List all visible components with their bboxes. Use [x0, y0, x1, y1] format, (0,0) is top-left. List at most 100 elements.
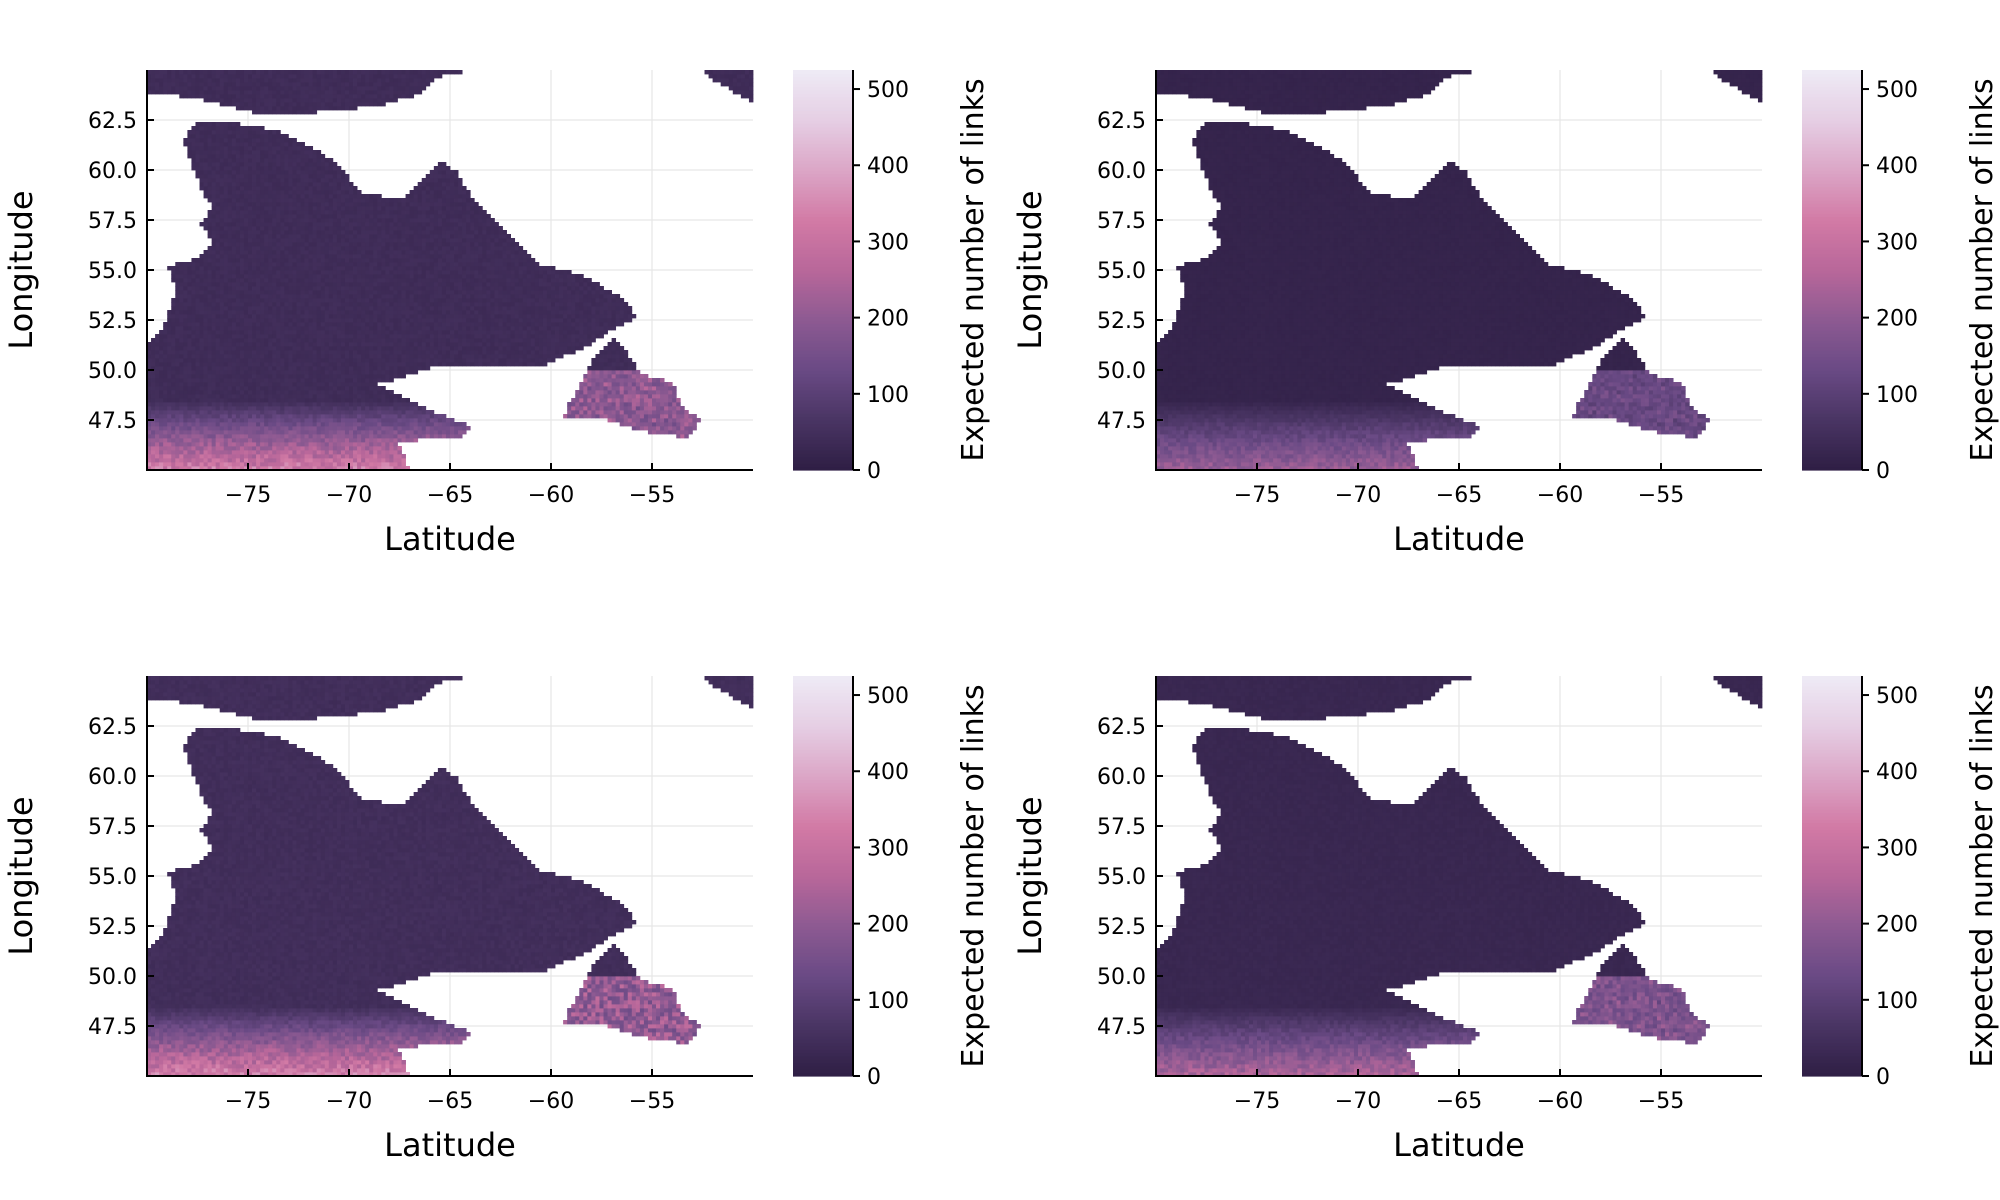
- heatmap-cell: [216, 346, 220, 350]
- heatmap-cell: [191, 346, 195, 350]
- heatmap-cell: [260, 290, 264, 294]
- heatmap-cell: [171, 398, 175, 402]
- heatmap-cell: [313, 202, 317, 206]
- heatmap-cell: [236, 266, 240, 270]
- heatmap-cell: [200, 186, 204, 190]
- heatmap-cell: [204, 458, 208, 462]
- heatmap-cell: [264, 342, 268, 346]
- heatmap-cell: [252, 370, 256, 374]
- heatmap-cell: [155, 358, 159, 362]
- heatmap-cell: [171, 390, 175, 394]
- heatmap-cell: [313, 206, 317, 210]
- heatmap-cell: [301, 398, 305, 402]
- heatmap-cell: [296, 86, 300, 90]
- heatmap-cell: [236, 122, 240, 126]
- heatmap-cell: [179, 418, 183, 422]
- heatmap-cell: [232, 78, 236, 82]
- heatmap-cell: [171, 82, 175, 86]
- heatmap-cell: [236, 190, 240, 194]
- heatmap-cell: [200, 362, 204, 366]
- heatmap-cell: [325, 410, 329, 414]
- heatmap-cell: [195, 290, 199, 294]
- heatmap-cell: [288, 86, 292, 90]
- heatmap-cell: [220, 414, 224, 418]
- heatmap-cell: [276, 182, 280, 186]
- heatmap-cell: [159, 362, 163, 366]
- heatmap-cell: [220, 382, 224, 386]
- heatmap-cell: [305, 442, 309, 446]
- heatmap-cell: [268, 318, 272, 322]
- heatmap-cell: [313, 366, 317, 370]
- heatmap-cell: [220, 78, 224, 82]
- heatmap-cell: [288, 426, 292, 430]
- heatmap-cell: [317, 190, 321, 194]
- heatmap-cell: [179, 378, 183, 382]
- heatmap-cell: [187, 334, 191, 338]
- heatmap-cell: [268, 146, 272, 150]
- heatmap-cell: [228, 206, 232, 210]
- heatmap-cell: [268, 422, 272, 426]
- heatmap-cell: [191, 138, 195, 142]
- heatmap-cell: [244, 330, 248, 334]
- heatmap-cell: [220, 434, 224, 438]
- heatmap-cell: [313, 210, 317, 214]
- heatmap-cell: [232, 342, 236, 346]
- heatmap-cell: [309, 286, 313, 290]
- heatmap-cell: [272, 282, 276, 286]
- heatmap-cell: [317, 226, 321, 230]
- heatmap-cell: [309, 222, 313, 226]
- heatmap-cell: [256, 310, 260, 314]
- heatmap-cell: [163, 414, 167, 418]
- heatmap-cell: [317, 342, 321, 346]
- heatmap-cell: [317, 234, 321, 238]
- heatmap-cell: [305, 398, 309, 402]
- heatmap-cell: [292, 302, 296, 306]
- heatmap-cell: [183, 82, 187, 86]
- heatmap-cell: [240, 162, 244, 166]
- heatmap-cell: [179, 306, 183, 310]
- heatmap-cell: [228, 342, 232, 346]
- heatmap-cell: [240, 106, 244, 110]
- heatmap-cell: [252, 178, 256, 182]
- heatmap-cell: [280, 222, 284, 226]
- heatmap-cell: [187, 454, 191, 458]
- heatmap-cell: [276, 314, 280, 318]
- heatmap-cell: [260, 126, 264, 130]
- heatmap-cell: [325, 462, 329, 466]
- heatmap-cell: [248, 286, 252, 290]
- heatmap-cell: [195, 362, 199, 366]
- heatmap-cell: [313, 346, 317, 350]
- heatmap-cell: [204, 146, 208, 150]
- heatmap-cell: [175, 374, 179, 378]
- heatmap-cell: [163, 354, 167, 358]
- heatmap-cell: [151, 86, 155, 90]
- heatmap-cell: [305, 434, 309, 438]
- heatmap-cell: [208, 346, 212, 350]
- heatmap-cell: [284, 146, 288, 150]
- heatmap-cell: [155, 426, 159, 430]
- heatmap-cell: [252, 402, 256, 406]
- heatmap-cell: [260, 146, 264, 150]
- heatmap-cell: [272, 442, 276, 446]
- heatmap-cell: [296, 142, 300, 146]
- heatmap-cell: [232, 202, 236, 206]
- heatmap-cell: [321, 418, 325, 422]
- heatmap-cell: [264, 150, 268, 154]
- heatmap-cell: [280, 346, 284, 350]
- heatmap-cell: [309, 374, 313, 378]
- heatmap-cell: [301, 74, 305, 78]
- heatmap-cell: [301, 90, 305, 94]
- heatmap-cell: [232, 126, 236, 130]
- heatmap-cell: [240, 434, 244, 438]
- heatmap-cell: [163, 350, 167, 354]
- heatmap-cell: [216, 442, 220, 446]
- heatmap-cell: [288, 354, 292, 358]
- heatmap-cell: [260, 102, 264, 106]
- heatmap-cell: [264, 90, 268, 94]
- heatmap-cell: [175, 266, 179, 270]
- heatmap-cell: [317, 94, 321, 98]
- heatmap-cell: [317, 306, 321, 310]
- heatmap-cell: [284, 266, 288, 270]
- heatmap-cell: [228, 174, 232, 178]
- heatmap-cell: [191, 126, 195, 130]
